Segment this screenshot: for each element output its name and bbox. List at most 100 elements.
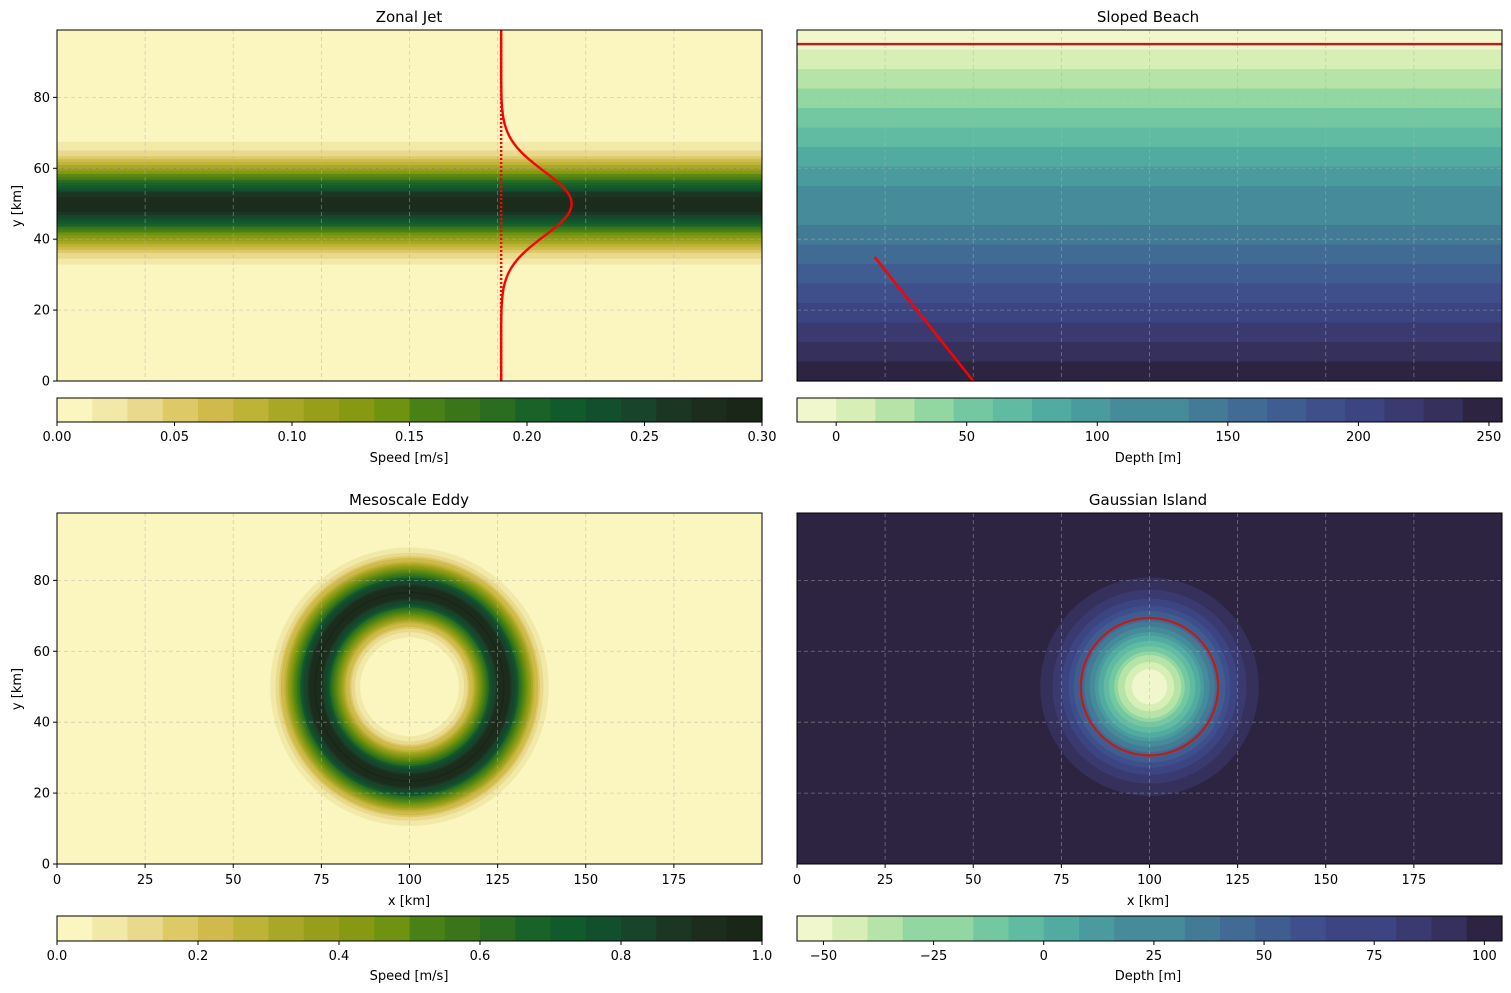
- colorbar-segment: [233, 398, 270, 422]
- colorbar-segment: [550, 398, 587, 422]
- colorbar-segment: [1043, 916, 1080, 941]
- panel-title: Zonal Jet: [376, 8, 443, 26]
- colorbar-segment: [1149, 916, 1186, 941]
- colorbar-segment: [973, 916, 1010, 941]
- colorbar-label: Speed [m/s]: [370, 969, 449, 984]
- x-tick-label: 25: [137, 873, 154, 888]
- colorbar-tick-label: 0.30: [748, 430, 777, 445]
- colorbar-label: Speed [m/s]: [370, 451, 449, 466]
- colorbar-tick-label: 200: [1346, 430, 1371, 445]
- colorbar-segment: [1110, 398, 1151, 422]
- colorbar-segment: [585, 916, 622, 941]
- contour-band: [57, 47, 762, 52]
- y-tick-label: 80: [33, 574, 50, 589]
- contour-band: [57, 53, 762, 57]
- heatmap-mesoscale-eddy: [56, 512, 763, 865]
- colorbar-segment: [726, 398, 763, 422]
- x-tick-label: 100: [1137, 873, 1162, 888]
- contour-band: [57, 264, 762, 268]
- colorbar-segment: [585, 398, 622, 422]
- contour-band: [57, 354, 762, 359]
- colorbar-segment: [1423, 398, 1464, 422]
- y-ticks: 0 20 40 60 80: [33, 91, 57, 390]
- colorbar-segment: [515, 916, 552, 941]
- y-tick-label: 20: [33, 304, 50, 319]
- colorbar-segment: [480, 398, 516, 422]
- colorbar-segment: [374, 398, 411, 422]
- x-axis-label: x [km]: [388, 894, 430, 909]
- panel-mesoscale-eddy: Mesoscale Eddy y [km] x [km] 0 20 40 60 80 0…: [10, 491, 772, 984]
- contour-band: [57, 278, 762, 283]
- colorbar-tick-label: 0.10: [278, 430, 307, 445]
- x-tick-label: 150: [1313, 873, 1338, 888]
- jet-profile: [500, 30, 573, 381]
- colorbar-tick-label: 100: [1472, 949, 1497, 964]
- colorbar-tick-label: 0.25: [630, 430, 659, 445]
- contour-band: [57, 132, 762, 136]
- colorbar-segment: [444, 398, 481, 422]
- colorbar-tick-label: 0.0: [47, 949, 68, 964]
- colorbar-segment: [1384, 398, 1425, 422]
- contour-band: [57, 223, 762, 227]
- colorbar-segment: [444, 916, 481, 941]
- colorbar-frame: [796, 915, 1503, 942]
- colorbar-segment: [1220, 916, 1256, 941]
- colorbar-tick-label: 50: [1256, 949, 1273, 964]
- colorbar-segment: [1114, 916, 1151, 941]
- contour-band: [57, 307, 762, 312]
- colorbar-segment: [198, 916, 234, 941]
- x-tick-label: 125: [1225, 873, 1250, 888]
- colorbar-segment: [992, 398, 1033, 422]
- y-tick-label: 80: [33, 91, 50, 106]
- colorbar-segment: [902, 916, 939, 941]
- contour-ring: [1147, 684, 1152, 689]
- contour-band: [57, 117, 762, 122]
- contour-band: [57, 97, 762, 101]
- colorbar-tick-label: 0.8: [611, 949, 632, 964]
- colorbar-tick-label: 0.00: [43, 430, 72, 445]
- colorbar-segment: [198, 398, 234, 422]
- contour-band: [57, 158, 762, 163]
- colorbar-label: Depth [m]: [1115, 969, 1182, 984]
- contour-band: [57, 88, 762, 93]
- axes-frame: [56, 29, 763, 382]
- colorbar-tick-label: 0.20: [513, 430, 542, 445]
- grid: [797, 513, 1502, 864]
- contour-band: [797, 264, 1502, 285]
- contour-band: [57, 76, 762, 81]
- colorbar-mesoscale-eddy: 0.0 0.2 0.4 0.6 0.8 1.0: [47, 915, 772, 964]
- contour-band: [57, 328, 762, 332]
- colorbar-segment: [233, 916, 270, 941]
- colorbar-tick-label: 0.6: [470, 949, 491, 964]
- coastline-circle: [1079, 616, 1220, 757]
- contour-band: [57, 258, 762, 262]
- colorbar-segment: [57, 916, 93, 941]
- colorbar-tick-label: 100: [1085, 430, 1110, 445]
- contour-band: [57, 68, 762, 72]
- contour-band: [797, 166, 1502, 187]
- contour-band: [57, 167, 762, 171]
- x-tick-label: 75: [313, 873, 330, 888]
- y-tick-label: 0: [42, 858, 50, 873]
- colorbar-segment: [339, 916, 375, 941]
- colorbar-segment: [162, 916, 199, 941]
- x-tick-label: 150: [573, 873, 598, 888]
- colorbar-tick-label: −25: [920, 949, 947, 964]
- colorbar-segment: [1396, 916, 1433, 941]
- colorbar-segment: [914, 398, 955, 422]
- contour-band: [57, 348, 762, 353]
- contour-band: [797, 186, 1502, 207]
- y-axis-label: y [km]: [10, 668, 25, 710]
- x-tick-label: 100: [397, 873, 422, 888]
- contour-band: [57, 369, 762, 373]
- x-tick-label: 50: [225, 873, 242, 888]
- colorbar-segment: [480, 916, 516, 941]
- contour-band: [57, 243, 762, 248]
- colorbar-tick-label: 0.05: [160, 430, 189, 445]
- colorbar-segment: [162, 398, 199, 422]
- colorbar-segment: [1188, 398, 1229, 422]
- y-tick-label: 60: [33, 645, 50, 660]
- y-tick-label: 0: [42, 375, 50, 390]
- colorbar-segment: [1325, 916, 1362, 941]
